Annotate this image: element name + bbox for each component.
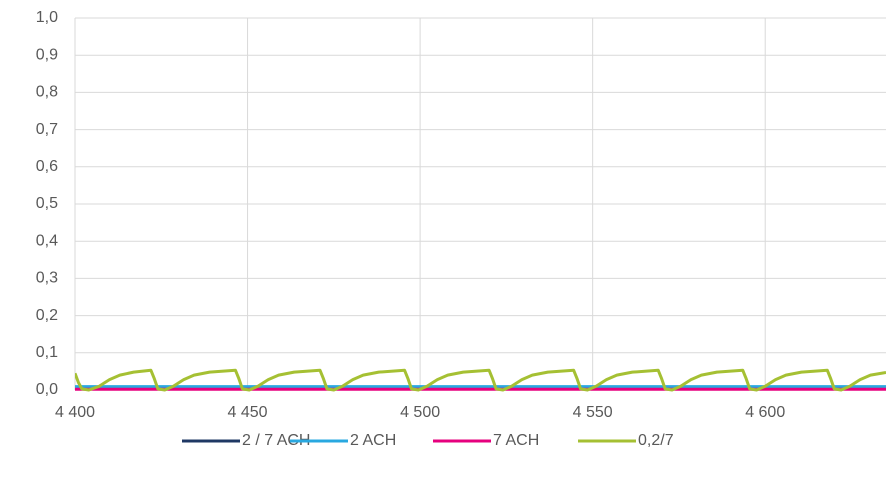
- legend-label: 7 ACH: [493, 432, 539, 449]
- y-tick-label: 0,6: [36, 158, 58, 175]
- line-series: [75, 368, 886, 392]
- y-tick-label: 0,8: [36, 84, 58, 101]
- x-tick-label: 4 600: [745, 404, 785, 421]
- y-tick-label: 1,0: [36, 9, 58, 26]
- y-tick-label: 0,0: [36, 381, 58, 398]
- x-tick-label: 4 500: [400, 404, 440, 421]
- y-tick-label: 0,7: [36, 121, 58, 138]
- y-tick-label: 0,3: [36, 270, 58, 287]
- x-tick-label: 4 450: [228, 404, 268, 421]
- x-tick-label: 4 400: [55, 404, 95, 421]
- y-tick-label: 0,1: [36, 344, 58, 361]
- legend-label: 2 ACH: [350, 432, 396, 449]
- x-tick-label: 4 550: [573, 404, 613, 421]
- legend-label: 0,2/7: [638, 432, 674, 449]
- y-tick-label: 0,5: [36, 195, 58, 212]
- y-tick-label: 0,9: [36, 46, 58, 63]
- y-tick-label: 0,2: [36, 307, 58, 324]
- y-tick-label: 0,4: [36, 232, 58, 249]
- legend-label: 2 / 7 ACH: [242, 432, 310, 449]
